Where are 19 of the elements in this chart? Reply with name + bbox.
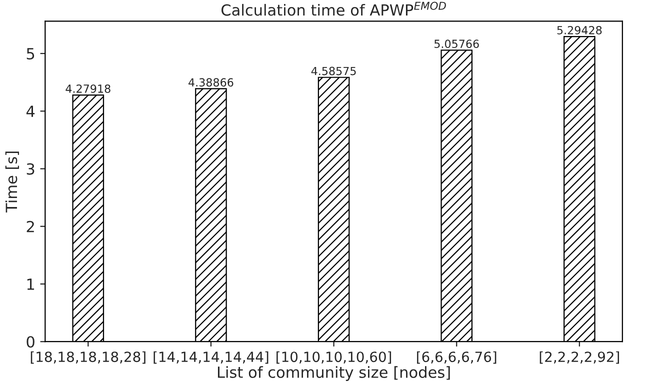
y-tick-label: 5 [26, 48, 34, 60]
x-tick-label: [6,6,6,6,76] [417, 351, 496, 364]
data-label: 5.05766 [434, 40, 479, 48]
x-tick-label: [2,2,2,2,92] [540, 351, 619, 364]
x-axis-title: List of community size [nodes] [218, 366, 450, 381]
y-tick-label: 0 [26, 336, 34, 348]
data-label: 4.58575 [311, 66, 356, 76]
y-axis-title: Time [s] [5, 152, 19, 213]
x-tick-label: [14,14,14,14,44] [154, 351, 268, 364]
data-label: 4.27918 [66, 84, 110, 93]
x-tick-label: [10,10,10,10,60] [276, 351, 392, 364]
y-tick-label: 4 [26, 106, 35, 117]
y-tick-label: 2 [26, 220, 34, 232]
data-label: 4.38866 [188, 78, 234, 87]
y-tick-label: 1 [27, 278, 34, 290]
data-label: 5.29428 [557, 26, 602, 34]
x-tick-label: [18,18,18,18,28] [30, 351, 146, 364]
y-tick-label: 3 [26, 163, 34, 175]
chart-title: Calculation time of APWP$^{EMOD}$ [222, 2, 446, 16]
